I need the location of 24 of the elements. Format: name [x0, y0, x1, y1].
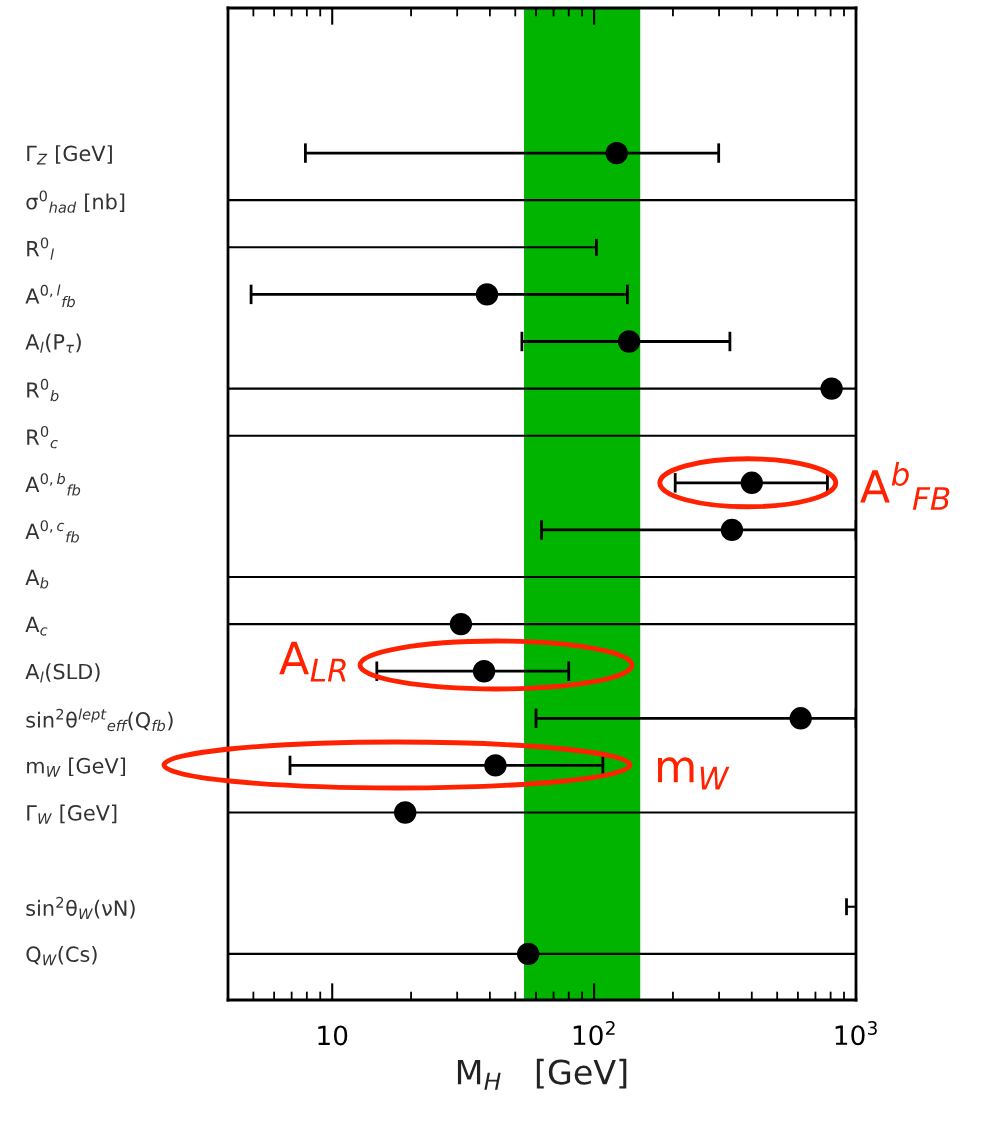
- text: M$_{H}$ [GeV]: [457, 1058, 627, 1090]
- y-tick-label: A$_{b}$: [25, 569, 49, 589]
- y-tick-label: σ$^{0}$$_{had}$ [nb]: [26, 190, 125, 213]
- y-tick-label: m$_{W}$ [GeV]: [27, 757, 126, 777]
- y-tick-label: sin$^{2}$θ$_{W}$(νN): [26, 896, 135, 920]
- y-tick-label: R$^{0}$$_{c}$: [27, 425, 58, 449]
- x-tick-label: 10$^{3}$: [835, 1021, 877, 1046]
- y-tick-label: A$^{0,c}$$_{fb}$: [25, 520, 79, 543]
- y-tick-label: A$_{l}$(SLD): [25, 663, 100, 683]
- annotation: A$^{b}$$_{FB}$: [860, 461, 950, 510]
- x-tick-label: 10: [318, 1025, 348, 1046]
- y-tick-label: sin$^{2}$θ$^{lept}$$_{eff}$(Q$_{fb}$): [26, 708, 173, 732]
- y-tick-label: R$^{0}$$_{b}$: [27, 378, 59, 402]
- y-tick-label: A$_{l}$(P$_{τ}$): [25, 333, 81, 353]
- y-tick-label: A$^{0,b}$$_{fb}$: [25, 472, 81, 496]
- y-tick-label: A$_{c}$: [25, 616, 48, 636]
- y-tick-label: Γ$_{Z}$ [GeV]: [27, 145, 112, 165]
- y-tick-label: R$^{0}$$_{l}$: [27, 237, 54, 260]
- y-tick-label: Q$_{W}$(Cs): [26, 945, 97, 966]
- x-tick-label: 10$^{2}$: [573, 1021, 615, 1046]
- annotation: A$_{LR}$: [279, 641, 346, 682]
- y-tick-label: Γ$_{W}$ [GeV]: [27, 804, 117, 824]
- annotation: m$_{W}$: [658, 757, 730, 790]
- y-tick-label: A$^{0,l}$$_{fb}$: [25, 284, 75, 308]
